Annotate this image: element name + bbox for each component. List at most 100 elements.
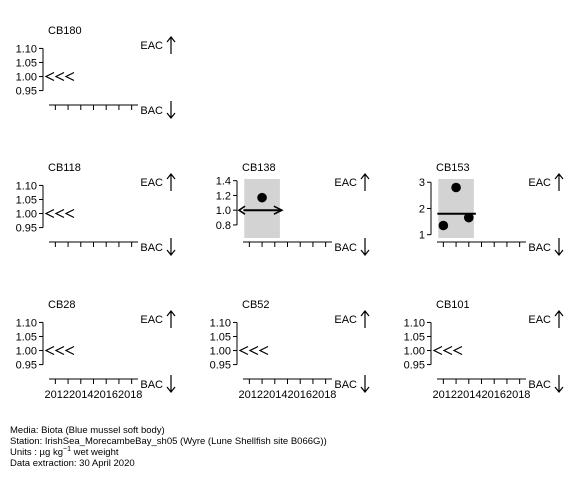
data-point (257, 192, 267, 203)
bac-chevron (44, 71, 55, 82)
panel-title: CB52 (242, 299, 270, 311)
bac-chevron (54, 345, 65, 356)
panel-cb153: CB153 3 2 1 EAC BAC (419, 162, 564, 256)
y-tick-label: 1.00 (16, 209, 37, 221)
x-tick-labels: 2012201420162018 (45, 389, 143, 401)
bac-chevron (432, 345, 443, 356)
footer-info: Media: Biota (Blue mussel soft body) Sta… (10, 425, 327, 469)
y-tick-label: 0.8 (216, 220, 231, 232)
bac-arrow-tail (273, 205, 284, 215)
bac-chevron (238, 345, 249, 356)
bac-chevron (54, 208, 65, 219)
footer-units: Units : µg kg−1 wet weight (10, 446, 327, 458)
y-tick-label: 1.2 (216, 190, 231, 202)
y-tick-label: 1.00 (210, 346, 231, 358)
y-tick-label: 1.10 (16, 317, 37, 329)
bac-label: BAC (334, 242, 357, 254)
bac-arrow-down-icon (360, 238, 370, 256)
bac-chevron (44, 208, 55, 219)
data-point (463, 212, 474, 223)
bac-chevron (64, 208, 75, 219)
y-tick-label: 1.05 (404, 331, 425, 343)
y-tick-label: 1.00 (16, 72, 37, 84)
y-tick-label: 1.00 (16, 346, 37, 358)
eac-arrow-up-icon (360, 310, 370, 328)
bac-label: BAC (140, 379, 163, 391)
eac-arrow-up-icon (360, 173, 370, 191)
eac-arrow-up-icon (166, 310, 176, 328)
y-tick-label: 1.10 (210, 317, 231, 329)
bac-label: BAC (140, 105, 163, 117)
y-tick-label: 1.10 (16, 180, 37, 192)
data-point (451, 182, 461, 193)
panel-title: CB118 (48, 162, 81, 174)
y-tick-label: 1.4 (216, 176, 231, 188)
bac-arrow-down-icon (360, 375, 370, 393)
eac-label: EAC (140, 314, 163, 326)
eac-arrow-up-icon (166, 173, 176, 191)
bac-chevron (64, 345, 75, 356)
eac-arrow-up-icon (554, 173, 564, 191)
panel-title: CB101 (436, 299, 470, 311)
y-tick-label: 1.05 (16, 194, 37, 206)
footer-units-prefix: Units : µg kg (10, 447, 63, 458)
chart-grid: CB180 1.10 1.05 1.00 0.95 EAC BAC CB118 1.10 1.05… (16, 25, 564, 401)
y-tick-label: 2 (419, 203, 425, 215)
footer-media: Media: Biota (Blue mussel soft body) (10, 425, 165, 436)
eac-arrow-up-icon (554, 310, 564, 328)
panel-cb52: CB52 1.10 1.05 1.00 0.95 2012201420162018 EAC B… (210, 299, 370, 401)
bac-chevron (54, 71, 65, 82)
y-tick-label: 1.10 (404, 317, 425, 329)
bac-label: BAC (528, 242, 551, 254)
bac-chevron (452, 345, 463, 356)
bac-chevron (258, 345, 269, 356)
y-tick-label: 0.95 (404, 360, 425, 372)
bac-label: BAC (334, 379, 357, 391)
panel-cb101: CB101 1.10 1.05 1.00 0.95 2012201420162018 EAC… (404, 299, 564, 401)
bac-arrow-down-icon (166, 238, 176, 256)
bac-chevron (64, 71, 75, 82)
bac-arrow-down-icon (166, 375, 176, 393)
y-tick-label: 1.0 (216, 205, 231, 217)
panel-title: CB153 (436, 162, 470, 174)
bac-arrow-down-icon (554, 238, 564, 256)
panel-title: CB28 (48, 299, 76, 311)
y-tick-label: 1.10 (16, 43, 37, 55)
eac-arrow-up-icon (166, 36, 176, 54)
y-tick-label: 0.95 (210, 360, 231, 372)
bac-chevron (248, 345, 259, 356)
y-tick-label: 1.00 (404, 346, 425, 358)
y-tick-label: 1.05 (16, 57, 37, 69)
y-tick-label: 0.95 (16, 86, 37, 98)
bac-arrow-down-icon (554, 375, 564, 393)
y-tick-label: 1.05 (16, 331, 37, 343)
panel-cb118: CB118 1.10 1.05 1.00 0.95 EAC BAC (16, 162, 176, 256)
y-tick-label: 0.95 (16, 223, 37, 235)
eac-label: EAC (140, 177, 163, 189)
eac-label: EAC (140, 40, 163, 52)
panel-cb28: CB28 1.10 1.05 1.00 0.95 2012201420162018 EAC B… (16, 299, 176, 401)
bac-arrow-head (237, 205, 246, 215)
footer-units-suffix: wet weight (70, 447, 119, 458)
footer-extraction: Data extraction: 30 April 2020 (10, 458, 135, 469)
x-tick-labels: 2012201420162018 (239, 389, 337, 401)
bac-arrow-down-icon (166, 101, 176, 119)
eac-label: EAC (334, 314, 357, 326)
eac-label: EAC (528, 177, 551, 189)
bac-label: BAC (528, 379, 551, 391)
bac-chevron (442, 345, 453, 356)
panel-cb138: CB138 1.4 1.2 1.0 0.8 EAC BAC (216, 162, 370, 256)
y-tick-label: 1.05 (210, 331, 231, 343)
y-tick-label: 1 (419, 230, 425, 242)
x-tick-labels: 2012201420162018 (433, 389, 531, 401)
panel-title: CB138 (242, 162, 276, 174)
assessment-band (244, 179, 280, 238)
data-point (438, 220, 449, 231)
eac-label: EAC (528, 314, 551, 326)
panel-cb180: CB180 1.10 1.05 1.00 0.95 EAC BAC (16, 25, 176, 119)
bac-label: BAC (140, 242, 163, 254)
eac-label: EAC (334, 177, 357, 189)
bac-chevron (44, 345, 55, 356)
panel-title: CB180 (48, 25, 82, 37)
footer-station: Station: IrishSea_MorecambeBay_sh05 (Wyr… (10, 436, 327, 447)
